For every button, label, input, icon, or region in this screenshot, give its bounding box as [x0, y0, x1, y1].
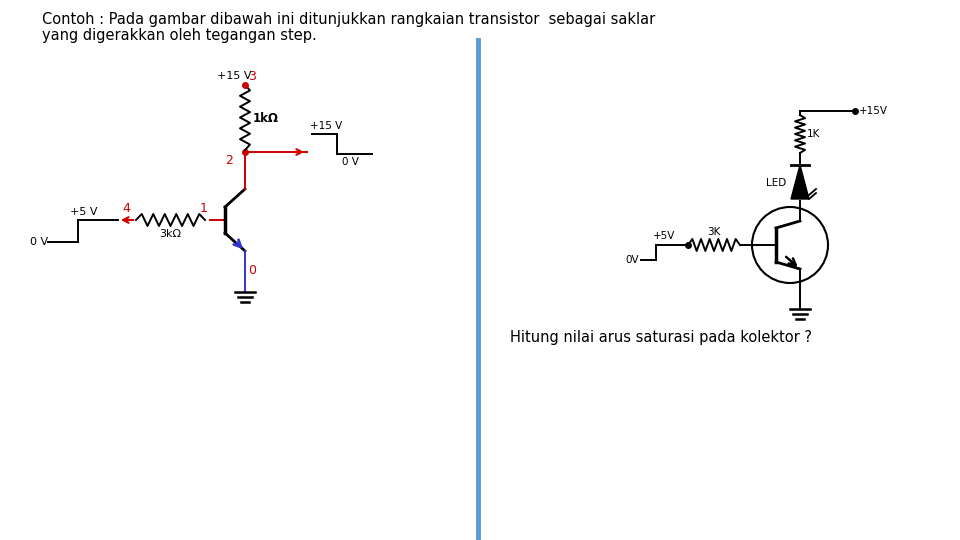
Text: 2: 2 — [226, 154, 233, 167]
Text: 1K: 1K — [807, 129, 821, 139]
Text: +15 V: +15 V — [310, 121, 343, 131]
Text: Hitung nilai arus saturasi pada kolektor ?: Hitung nilai arus saturasi pada kolektor… — [510, 330, 812, 345]
Text: 3kΩ: 3kΩ — [159, 229, 181, 239]
Text: 1: 1 — [200, 202, 208, 215]
Text: 1kΩ: 1kΩ — [253, 112, 279, 125]
Text: 0 V: 0 V — [342, 157, 359, 167]
Text: 0: 0 — [248, 264, 256, 276]
Text: LED: LED — [766, 178, 786, 188]
Text: 0V: 0V — [625, 255, 639, 265]
Text: +5V: +5V — [653, 231, 676, 241]
Text: 3: 3 — [248, 70, 256, 83]
Text: 0 V: 0 V — [30, 237, 48, 247]
Text: +15 V: +15 V — [217, 71, 252, 81]
Text: yang digerakkan oleh tegangan step.: yang digerakkan oleh tegangan step. — [42, 28, 317, 43]
Text: +15V: +15V — [859, 106, 888, 116]
Text: 3K: 3K — [708, 227, 721, 237]
Polygon shape — [791, 165, 809, 199]
Text: +5 V: +5 V — [70, 207, 98, 217]
Text: 4: 4 — [122, 202, 130, 215]
Text: Contoh : Pada gambar dibawah ini ditunjukkan rangkaian transistor  sebagai sakla: Contoh : Pada gambar dibawah ini ditunju… — [42, 12, 656, 27]
